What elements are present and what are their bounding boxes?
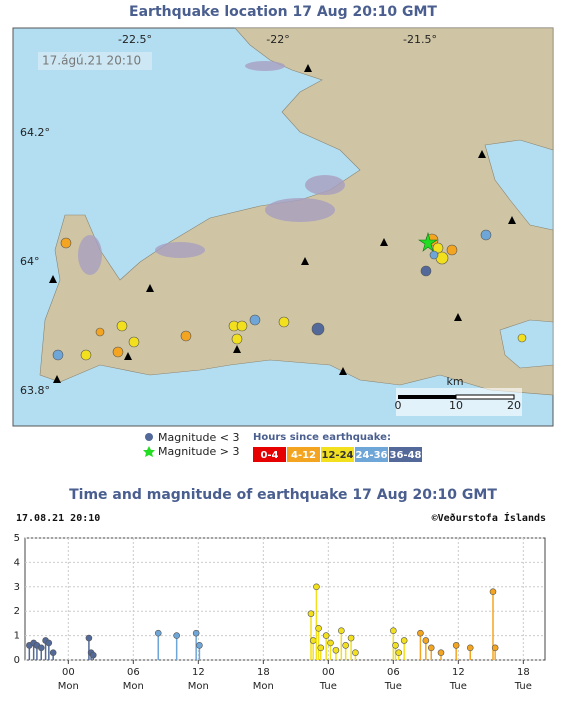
scale-label: 0 <box>395 399 402 412</box>
legend-swatch <box>355 447 388 462</box>
point <box>327 639 334 647</box>
x-tick-day: Tue <box>319 681 337 692</box>
point <box>196 642 203 649</box>
legend-swatch <box>287 447 320 462</box>
y-tick-label: 4 <box>14 557 20 568</box>
peaks <box>49 64 516 383</box>
chart-stamp: 17.08.21 20:10 <box>16 513 100 524</box>
x-tick-day: Mon <box>188 681 209 692</box>
point <box>422 637 430 644</box>
stamp-bg <box>38 52 152 70</box>
lat-label: 64.2° <box>20 126 50 139</box>
lake <box>484 139 554 231</box>
chart-credit: ©Veðurstofa Íslands <box>432 511 546 524</box>
legend-label: 0-4 <box>260 450 278 461</box>
point <box>427 644 435 652</box>
point <box>85 634 93 642</box>
x-tick-day: Mon <box>123 681 144 692</box>
point <box>307 610 315 617</box>
x-tick-day: Tue <box>449 681 467 692</box>
point <box>332 646 340 654</box>
x-tick-day: Tue <box>384 681 402 692</box>
x-tick-label: 06 <box>387 667 400 678</box>
scale-unit: km <box>446 375 463 388</box>
legend-label: 12-24 <box>322 450 354 461</box>
y-tick-label: 2 <box>14 606 20 617</box>
point <box>466 644 474 652</box>
point <box>317 644 325 652</box>
legend-swatch <box>389 447 422 462</box>
point <box>491 644 499 652</box>
quakes <box>52 229 527 361</box>
point <box>49 649 57 656</box>
legend-label: 36-48 <box>390 450 422 461</box>
point <box>392 642 399 649</box>
point <box>45 639 53 647</box>
legend-label: 24-36 <box>356 450 388 461</box>
point <box>313 583 320 591</box>
legend-swatch <box>321 447 354 462</box>
y-tick-label: 0 <box>14 655 20 666</box>
x-tick-label: 12 <box>192 667 205 678</box>
point <box>315 624 322 632</box>
x-tick-label: 06 <box>127 667 140 678</box>
scale-bar <box>396 388 522 416</box>
y-tick-label: 3 <box>14 582 20 593</box>
point <box>489 588 497 595</box>
x-tick-label: 00 <box>322 667 335 678</box>
point <box>173 632 180 639</box>
legend-small-icon <box>145 433 153 441</box>
scale-label: 10 <box>449 399 463 412</box>
lake <box>499 319 554 369</box>
point <box>37 644 45 652</box>
scale-label: 20 <box>507 399 521 412</box>
lon-label: -22° <box>266 33 289 46</box>
point <box>309 637 317 644</box>
point <box>89 651 97 659</box>
point <box>192 629 200 637</box>
x-tick-day: Mon <box>253 681 274 692</box>
y-tick-label: 5 <box>14 533 20 544</box>
y-tick-label: 1 <box>14 631 20 642</box>
point <box>452 642 460 649</box>
x-tick-day: Tue <box>514 681 532 692</box>
point <box>347 634 355 642</box>
lat-label: 64° <box>20 255 40 268</box>
point <box>154 629 162 637</box>
point <box>400 637 408 644</box>
point <box>417 629 424 637</box>
lava <box>78 61 345 275</box>
x-tick-label: 00 <box>62 667 75 678</box>
x-tick-label: 18 <box>517 667 530 678</box>
point <box>338 627 345 635</box>
point <box>395 649 403 656</box>
lat-label: 63.8° <box>20 384 50 397</box>
point <box>390 627 397 635</box>
map-stamp: 17.ágú.21 20:10 <box>42 54 141 68</box>
plot-area <box>24 537 546 661</box>
legend-label: 4-12 <box>291 450 316 461</box>
legend-small: Magnitude < 3 <box>158 431 240 444</box>
point <box>322 632 330 639</box>
point <box>437 649 445 656</box>
point <box>342 642 349 649</box>
chart-title: Time and magnitude of earthquake 17 Aug … <box>69 487 497 503</box>
legend-hours: Hours since earthquake: <box>253 432 391 443</box>
legend-large: Magnitude > 3 <box>158 445 240 458</box>
map: 17.ágú.21 20:10 -22.5° -22° -21.5° 64.2°… <box>12 27 554 427</box>
x-tick-day: Mon <box>58 681 79 692</box>
legend-large-icon <box>143 446 155 457</box>
point <box>352 649 359 656</box>
lon-label: -21.5° <box>403 33 437 46</box>
lon-label: -22.5° <box>118 33 152 46</box>
x-tick-label: 12 <box>452 667 465 678</box>
legend-swatch <box>253 447 286 462</box>
map-title: Earthquake location 17 Aug 20:10 GMT <box>129 4 437 20</box>
x-tick-label: 18 <box>257 667 270 678</box>
